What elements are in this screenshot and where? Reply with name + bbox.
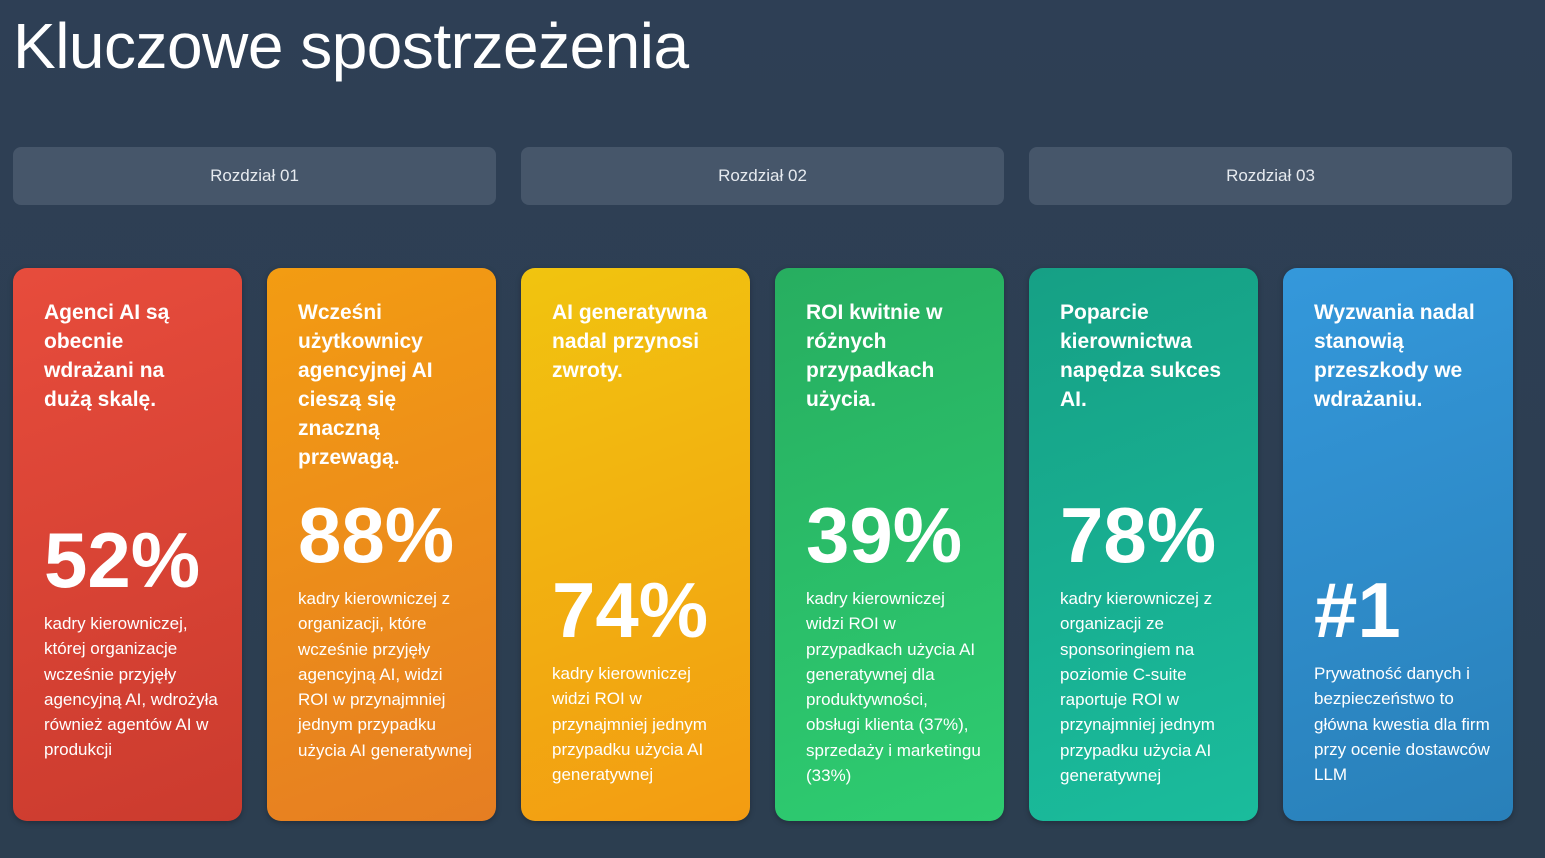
insight-card-leadership-support: Poparcie kierownictwa napędza sukces AI.… [1029, 268, 1258, 821]
card-heading: Agenci AI są obecnie wdrażani na dużą sk… [44, 301, 170, 411]
chapter-02-button[interactable]: Rozdział 02 [521, 147, 1004, 205]
card-description: kadry kierowniczej widzi ROI w przypadka… [806, 589, 981, 786]
card-heading: ROI kwitnie w różnych przypadkach użycia… [806, 301, 943, 411]
insight-card-early-adopters: Wcześni użytkownicy agencyjnej AI cieszą… [267, 268, 496, 821]
card-stat: 52% [44, 516, 201, 604]
card-heading: Wyzwania nadal stanowią przeszkody we wd… [1314, 301, 1475, 411]
card-stat: 78% [1060, 491, 1217, 579]
card-stat: 88% [298, 491, 455, 579]
card-heading: Wcześni użytkownicy agencyjnej AI cieszą… [298, 301, 433, 469]
page-title: Kluczowe spostrzeżenia [13, 10, 689, 82]
chapter-03-button[interactable]: Rozdział 03 [1029, 147, 1512, 205]
card-description: kadry kierowniczej, której organizacje w… [44, 614, 218, 760]
chapter-01-button[interactable]: Rozdział 01 [13, 147, 496, 205]
card-stat: 74% [552, 566, 709, 654]
card-description: kadry kierowniczej z organizacji, które … [298, 589, 472, 760]
chapter-bar: Rozdział 01 Rozdział 02 Rozdział 03 [13, 147, 1513, 205]
card-description: Prywatność danych i bezpieczeństwo to gł… [1314, 664, 1490, 785]
card-description: kadry kierowniczej z organizacji ze spon… [1060, 589, 1215, 786]
insight-card-challenges: Wyzwania nadal stanowią przeszkody we wd… [1283, 268, 1513, 821]
card-description: kadry kierowniczej widzi ROI w przynajmn… [552, 664, 707, 785]
card-heading: Poparcie kierownictwa napędza sukces AI. [1060, 301, 1222, 411]
insight-card-agents-scale: Agenci AI są obecnie wdrażani na dużą sk… [13, 268, 242, 821]
card-stat: #1 [1314, 566, 1401, 654]
insight-card-genai-returns: AI generatywna nadal przynosi zwroty. 74… [521, 268, 750, 821]
card-stat: 39% [806, 491, 963, 579]
card-heading: AI generatywna nadal przynosi zwroty. [552, 301, 708, 382]
insight-card-roi-use-cases: ROI kwitnie w różnych przypadkach użycia… [775, 268, 1004, 821]
